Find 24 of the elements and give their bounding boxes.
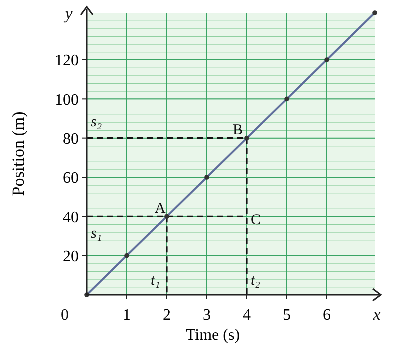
annotation: s₂: [91, 114, 102, 131]
y-tick-label: 20: [63, 248, 79, 266]
annotation: t₂: [251, 273, 260, 290]
annotation: C: [251, 212, 262, 228]
y-tick-label: 100: [55, 92, 79, 109]
y-tick-label: 80: [63, 130, 79, 148]
text: y: [63, 4, 74, 23]
x-tick-label: 3: [203, 307, 211, 324]
annotation: t₁: [151, 273, 160, 290]
x-tick-label: 1: [123, 307, 131, 324]
y-axis-title: Position (m): [9, 112, 28, 196]
text: x: [372, 305, 382, 324]
annotation: s₁: [91, 226, 102, 242]
annotation: A: [155, 200, 166, 217]
annotation: B: [233, 122, 244, 138]
y-tick-label: 60: [63, 170, 79, 188]
x-tick-label: 2: [163, 307, 171, 324]
x-tick-label: 5: [283, 307, 291, 324]
x-axis-title: Time (s): [186, 327, 240, 344]
x-tick-label: 4: [243, 307, 251, 324]
y-tick-label: 120: [55, 52, 79, 70]
y-tick-label: 40: [63, 209, 79, 226]
text: 0: [61, 307, 69, 324]
x-tick-label: 6: [323, 307, 331, 324]
